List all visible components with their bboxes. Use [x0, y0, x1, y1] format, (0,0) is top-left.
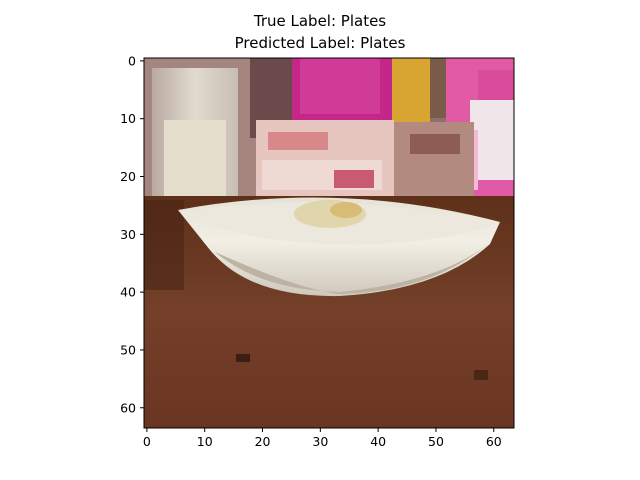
- x-tick-label: 20: [255, 434, 271, 449]
- axes-frame: [143, 57, 515, 429]
- y-tick-label: 30: [120, 227, 136, 242]
- figure-title-true-label: True Label: Plates: [253, 12, 387, 30]
- x-tick-label: 50: [428, 434, 444, 449]
- x-tick-label: 30: [312, 434, 328, 449]
- photo: [144, 58, 514, 428]
- y-tick-label: 60: [120, 400, 136, 415]
- x-tick-label: 40: [370, 434, 386, 449]
- x-tick-label: 0: [143, 434, 151, 449]
- x-axis: 0 10 20 30 40 50 60: [143, 428, 502, 449]
- y-tick-label: 10: [120, 111, 136, 126]
- x-tick-label: 60: [486, 434, 502, 449]
- y-tick-label: 40: [120, 285, 136, 300]
- figure-title-predicted-label: Predicted Label: Plates: [234, 34, 406, 52]
- photo-yellow-item: [392, 58, 430, 128]
- y-tick-label: 20: [120, 169, 136, 184]
- y-tick-label: 0: [128, 53, 136, 68]
- y-axis: 0 10 20 30 40 50 60: [120, 53, 144, 415]
- x-tick-label: 10: [197, 434, 213, 449]
- y-tick-label: 50: [120, 342, 136, 357]
